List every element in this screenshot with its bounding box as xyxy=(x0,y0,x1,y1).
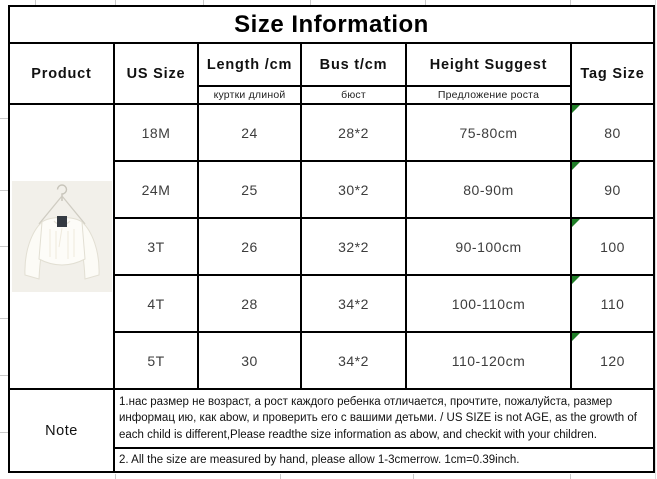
cell-tag-size: 90 xyxy=(570,160,655,219)
product-image-cell xyxy=(8,103,115,390)
page-title: Size Information xyxy=(8,5,655,44)
error-triangle-icon xyxy=(573,106,580,113)
cell-us-size: 4T xyxy=(113,274,199,333)
column-subheader-height-ru: Предложение роста xyxy=(405,85,572,105)
size-information-table: Size Information Product US Size Length … xyxy=(8,5,655,473)
gridline-stub xyxy=(655,0,656,479)
column-subheader-bust-ru: бюст xyxy=(300,85,407,105)
cell-height: 90-100cm xyxy=(405,217,572,276)
gridline-stub xyxy=(425,0,426,5)
column-header-length: Length /cm xyxy=(197,42,302,87)
gridline-stub xyxy=(0,318,8,319)
error-triangle-icon xyxy=(573,334,580,341)
note-text-1: 1.нас размер не возраст, а рост каждого … xyxy=(113,388,655,449)
column-header-product: Product xyxy=(8,42,115,105)
cell-length: 25 xyxy=(197,160,302,219)
cell-length: 28 xyxy=(197,274,302,333)
cell-bust: 28*2 xyxy=(300,103,407,162)
gridline-stub xyxy=(35,0,36,5)
table-row: 24M 25 30*2 80-90m 90 xyxy=(9,160,655,219)
error-triangle-icon xyxy=(573,220,580,227)
gridline-stub xyxy=(0,432,8,433)
cell-height: 110-120cm xyxy=(405,331,572,390)
gridline-stub xyxy=(570,0,571,5)
cell-us-size: 5T xyxy=(113,331,199,390)
column-header-tag-size: Tag Size xyxy=(570,42,655,105)
cardigan-on-hanger-icon xyxy=(12,181,112,292)
column-subheader-length-ru: куртки длиной xyxy=(197,85,302,105)
gridline-stub xyxy=(0,246,8,247)
cell-tag-size: 120 xyxy=(570,331,655,390)
table-row: 18M 24 28*2 75-80cm 80 xyxy=(8,103,655,390)
table-row: 4T 28 34*2 100-110cm 110 xyxy=(9,274,655,333)
cell-tag-size: 80 xyxy=(570,103,655,162)
gridline-stub xyxy=(413,474,414,479)
cell-bust: 34*2 xyxy=(300,274,407,333)
cell-length: 26 xyxy=(197,217,302,276)
tag-size-value: 80 xyxy=(604,124,621,141)
gridline-stub xyxy=(310,0,311,5)
note-label: Note xyxy=(8,388,115,473)
cell-height: 75-80cm xyxy=(405,103,572,162)
gridline-stub xyxy=(280,474,281,479)
error-triangle-icon xyxy=(573,277,580,284)
gridline-stub xyxy=(0,375,8,376)
gridline-stub xyxy=(115,0,116,5)
cell-bust: 34*2 xyxy=(300,331,407,390)
cell-height: 100-110cm xyxy=(405,274,572,333)
tag-size-value: 100 xyxy=(600,238,625,255)
cell-tag-size: 110 xyxy=(570,274,655,333)
gridline-stub xyxy=(115,474,116,479)
tag-size-value: 90 xyxy=(604,181,621,198)
gridline-stub xyxy=(570,474,571,479)
tag-size-value: 110 xyxy=(600,295,625,312)
table-row: 5T 30 34*2 110-120cm 120 xyxy=(9,331,655,390)
cell-us-size: 24M xyxy=(113,160,199,219)
gridline-stub xyxy=(0,190,8,191)
cell-us-size: 3T xyxy=(113,217,199,276)
column-header-us-size: US Size xyxy=(113,42,199,105)
cell-length: 30 xyxy=(197,331,302,390)
cell-us-size: 18M xyxy=(113,103,199,162)
cell-bust: 32*2 xyxy=(300,217,407,276)
note-text-2: 2. All the size are measured by hand, pl… xyxy=(113,447,655,473)
table-row: 3T 26 32*2 90-100cm 100 xyxy=(9,217,655,276)
cell-bust: 30*2 xyxy=(300,160,407,219)
error-triangle-icon xyxy=(573,163,580,170)
gridline-stub xyxy=(203,0,204,5)
tag-size-value: 120 xyxy=(600,352,625,369)
cell-height: 80-90m xyxy=(405,160,572,219)
cell-length: 24 xyxy=(197,103,302,162)
gridline-stub xyxy=(0,118,8,119)
product-photo-white-cardigan xyxy=(12,181,112,292)
cell-tag-size: 100 xyxy=(570,217,655,276)
column-header-height: Height Suggest xyxy=(405,42,572,87)
column-header-bust: Bus t/cm xyxy=(300,42,407,87)
